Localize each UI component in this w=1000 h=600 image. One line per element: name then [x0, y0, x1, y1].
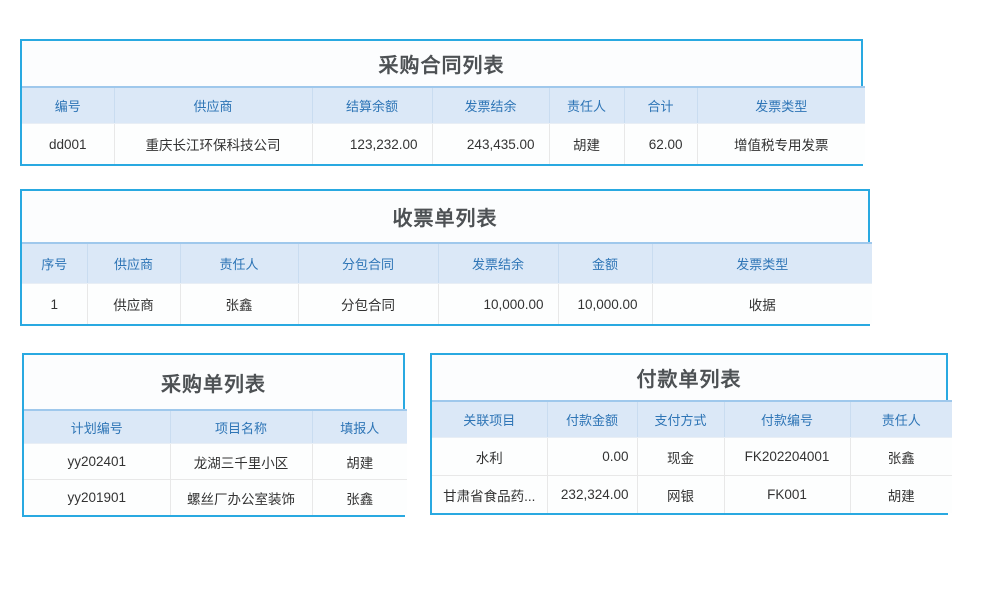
cell-invoice-balance: 243,435.00 [431, 123, 549, 164]
col-header-owner: 责任人 [849, 400, 952, 438]
col-header-owner: 责任人 [548, 86, 624, 124]
col-header-subcontract: 分包合同 [297, 242, 438, 284]
payment-list-row[interactable]: 甘肃省食品药... 232,324.00 网银 FK001 胡建 [432, 475, 952, 513]
cell-project-name: 螺丝厂办公室装饰 [169, 479, 312, 515]
col-header-supplier: 供应商 [86, 242, 180, 284]
cell-amount: 10,000.00 [557, 283, 652, 324]
receipt-list-title: 收票单列表 [22, 191, 868, 242]
cell-plan-code: yy202401 [24, 443, 170, 480]
col-header-supplier: 供应商 [113, 86, 312, 124]
payment-list-title: 付款单列表 [432, 355, 946, 400]
cell-subcontract: 分包合同 [297, 283, 438, 324]
cell-payment-amount: 0.00 [546, 437, 637, 476]
col-header-settlement-balance: 结算余额 [311, 86, 432, 124]
receipt-list-grid: 序号 供应商 责任人 分包合同 发票结余 金额 发票类型 1 供应商 张鑫 分包… [22, 242, 872, 324]
cell-owner: 张鑫 [179, 283, 298, 324]
payment-list-table: 付款单列表 关联项目 付款金额 支付方式 付款编号 责任人 水利 0.00 现金 [430, 353, 952, 515]
payment-list-header-row: 关联项目 付款金额 支付方式 付款编号 责任人 [432, 400, 952, 438]
purchase-order-grid: 计划编号 项目名称 填报人 yy202401 龙湖三千里小区 胡建 yy2019… [24, 409, 407, 515]
purchase-order-table: 采购单列表 计划编号 项目名称 填报人 yy202401 龙湖三千里小区 胡建 [22, 353, 407, 517]
cell-invoice-type: 增值税专用发票 [696, 123, 865, 164]
col-header-invoice-balance: 发票结余 [431, 86, 549, 124]
cell-plan-code: yy201901 [24, 479, 170, 515]
purchase-order-row[interactable]: yy201901 螺丝厂办公室装饰 张鑫 [24, 479, 407, 515]
purchase-order-row[interactable]: yy202401 龙湖三千里小区 胡建 [24, 443, 407, 480]
cell-payment-method: 现金 [636, 437, 724, 476]
col-header-plan-code: 计划编号 [24, 409, 170, 444]
cell-payment-method: 网银 [636, 475, 724, 513]
purchase-contract-row[interactable]: dd001 重庆长江环保科技公司 123,232.00 243,435.00 胡… [22, 123, 865, 164]
cell-related-project: 甘肃省食品药... [432, 475, 547, 513]
receipt-list-table: 收票单列表 序号 供应商 责任人 分包合同 发票结余 金额 发票类型 1 [20, 189, 872, 326]
cell-supplier: 重庆长江环保科技公司 [113, 123, 312, 164]
payment-list-row[interactable]: 水利 0.00 现金 FK202204001 张鑫 [432, 437, 952, 476]
purchase-order-title: 采购单列表 [24, 355, 403, 409]
cell-reporter: 胡建 [311, 443, 407, 480]
col-header-index: 序号 [22, 242, 87, 284]
col-header-invoice-balance: 发票结余 [437, 242, 558, 284]
cell-owner: 胡建 [849, 475, 952, 513]
cell-owner: 胡建 [548, 123, 624, 164]
cell-reporter: 张鑫 [311, 479, 407, 515]
col-header-invoice-type: 发票类型 [696, 86, 865, 124]
col-header-owner: 责任人 [179, 242, 298, 284]
col-header-total: 合计 [623, 86, 697, 124]
col-header-payment-amount: 付款金额 [546, 400, 637, 438]
cell-invoice-balance: 10,000.00 [437, 283, 558, 324]
cell-total: 62.00 [623, 123, 697, 164]
receipt-list-header-row: 序号 供应商 责任人 分包合同 发票结余 金额 发票类型 [22, 242, 872, 284]
purchase-contract-table: 采购合同列表 编号 供应商 结算余额 发票结余 责任人 合计 发票类型 dd00… [20, 39, 865, 166]
col-header-payment-method: 支付方式 [636, 400, 724, 438]
cell-index: 1 [22, 283, 87, 324]
col-header-payment-code: 付款编号 [723, 400, 850, 438]
cell-project-name: 龙湖三千里小区 [169, 443, 312, 480]
col-header-reporter: 填报人 [311, 409, 407, 444]
cell-supplier: 供应商 [86, 283, 180, 324]
col-header-amount: 金额 [557, 242, 652, 284]
purchase-contract-grid: 编号 供应商 结算余额 发票结余 责任人 合计 发票类型 dd001 重庆长江环… [22, 86, 865, 164]
purchase-contract-title: 采购合同列表 [22, 41, 861, 86]
cell-related-project: 水利 [432, 437, 547, 476]
cell-payment-amount: 232,324.00 [546, 475, 637, 513]
cell-invoice-type: 收据 [651, 283, 872, 324]
cell-owner: 张鑫 [849, 437, 952, 476]
col-header-related-project: 关联项目 [432, 400, 547, 438]
cell-payment-code: FK001 [723, 475, 850, 513]
purchase-contract-header-row: 编号 供应商 结算余额 发票结余 责任人 合计 发票类型 [22, 86, 865, 124]
receipt-list-row[interactable]: 1 供应商 张鑫 分包合同 10,000.00 10,000.00 收据 [22, 283, 872, 324]
payment-list-grid: 关联项目 付款金额 支付方式 付款编号 责任人 水利 0.00 现金 FK202… [432, 400, 952, 513]
cell-settlement-balance: 123,232.00 [311, 123, 432, 164]
cell-payment-code: FK202204001 [723, 437, 850, 476]
col-header-project-name: 项目名称 [169, 409, 312, 444]
col-header-code: 编号 [22, 86, 114, 124]
purchase-order-header-row: 计划编号 项目名称 填报人 [24, 409, 407, 444]
col-header-invoice-type: 发票类型 [651, 242, 872, 284]
cell-code: dd001 [22, 123, 114, 164]
